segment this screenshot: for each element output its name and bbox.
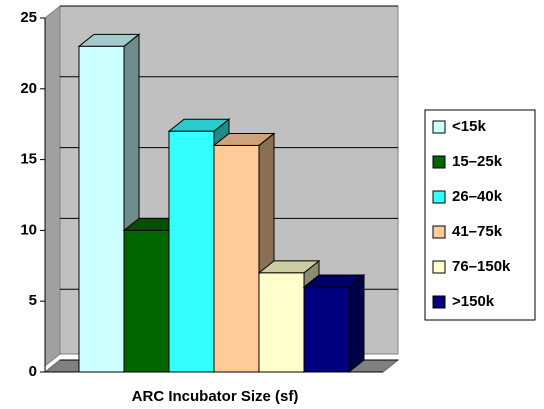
legend-label: <15k	[452, 118, 486, 135]
side-wall	[44, 4, 61, 368]
legend	[424, 109, 536, 321]
bar	[123, 229, 170, 373]
legend-swatch	[432, 295, 446, 309]
legend-label: 76–150k	[452, 258, 511, 275]
legend-swatch	[432, 225, 446, 239]
legend-label: 26–40k	[452, 188, 503, 205]
x-axis-label: ARC Incubator Size (sf)	[132, 388, 299, 405]
bar-side	[348, 273, 365, 374]
legend-swatch	[432, 120, 446, 134]
y-tick-label: 5	[29, 292, 37, 309]
y-tick-label: 20	[20, 80, 37, 97]
legend-label: >150k	[452, 293, 495, 310]
bar	[168, 130, 215, 373]
legend-swatch	[432, 190, 446, 204]
y-tick-label: 0	[29, 363, 37, 380]
legend-label: 15–25k	[452, 153, 503, 170]
bar	[258, 272, 305, 373]
bar	[78, 45, 125, 373]
y-tick-label: 15	[20, 151, 37, 168]
legend-label: 41–75k	[452, 223, 503, 240]
y-tick-label: 25	[20, 9, 37, 26]
legend-swatch	[432, 155, 446, 169]
y-tick-label: 10	[20, 221, 37, 238]
legend-swatch	[432, 260, 446, 274]
bar	[213, 144, 260, 373]
bar	[303, 286, 350, 373]
